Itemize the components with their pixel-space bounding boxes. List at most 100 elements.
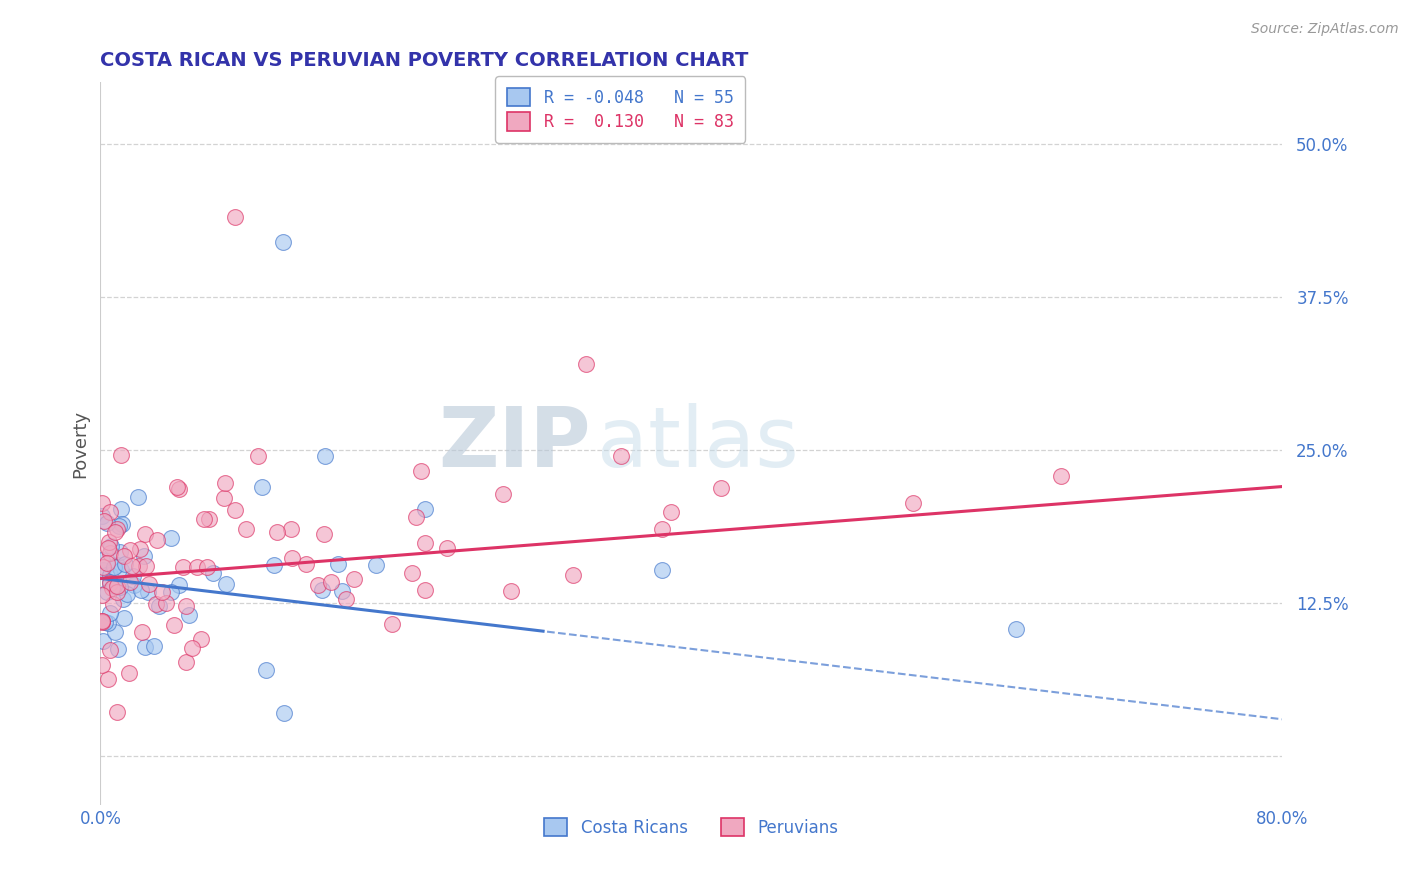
Point xyxy=(132,549,155,563)
Point xyxy=(312,526,335,541)
Point xyxy=(128,541,150,556)
Point xyxy=(100,539,122,553)
Point xyxy=(215,577,238,591)
Point xyxy=(314,449,336,463)
Point xyxy=(97,534,120,549)
Point xyxy=(117,586,139,600)
Point xyxy=(263,558,285,573)
Point xyxy=(1049,468,1071,483)
Point xyxy=(108,545,131,559)
Point xyxy=(710,481,733,495)
Point xyxy=(90,614,112,628)
Point xyxy=(110,502,132,516)
Point xyxy=(98,505,121,519)
Point xyxy=(120,543,142,558)
Point xyxy=(110,563,132,577)
Point xyxy=(122,568,145,582)
Point xyxy=(90,614,112,628)
Point xyxy=(91,553,114,567)
Point xyxy=(100,581,122,595)
Point xyxy=(90,509,112,524)
Point xyxy=(381,616,404,631)
Text: Source: ZipAtlas.com: Source: ZipAtlas.com xyxy=(1251,22,1399,37)
Point xyxy=(91,634,114,648)
Point xyxy=(186,560,208,574)
Point xyxy=(281,550,304,565)
Point xyxy=(103,559,125,574)
Point xyxy=(193,512,215,526)
Y-axis label: Poverty: Poverty xyxy=(72,409,89,478)
Point xyxy=(214,491,236,505)
Point xyxy=(91,560,114,574)
Legend: Costa Ricans, Peruvians: Costa Ricans, Peruvians xyxy=(537,812,845,844)
Point xyxy=(107,642,129,657)
Point xyxy=(174,599,197,614)
Point xyxy=(127,491,149,505)
Point xyxy=(150,585,173,599)
Point xyxy=(224,210,246,224)
Point xyxy=(90,615,112,630)
Point xyxy=(146,533,169,548)
Point xyxy=(134,640,156,654)
Point xyxy=(103,579,125,593)
Point xyxy=(280,522,302,536)
Point xyxy=(1005,622,1028,636)
Point xyxy=(405,510,427,524)
Point xyxy=(105,522,128,536)
Point xyxy=(105,585,128,599)
Point xyxy=(651,563,673,577)
Point xyxy=(103,624,125,639)
Point xyxy=(105,558,128,572)
Point xyxy=(97,672,120,686)
Point xyxy=(181,640,204,655)
Point xyxy=(307,577,329,591)
Point xyxy=(271,235,294,249)
Point xyxy=(96,516,118,531)
Point xyxy=(401,566,423,580)
Point xyxy=(111,517,134,532)
Point xyxy=(98,606,121,620)
Point xyxy=(415,501,437,516)
Point xyxy=(143,639,166,653)
Point xyxy=(169,578,191,592)
Point xyxy=(163,618,186,632)
Text: ZIP: ZIP xyxy=(439,403,591,484)
Point xyxy=(610,449,633,463)
Point xyxy=(250,479,273,493)
Point xyxy=(415,536,437,550)
Point xyxy=(166,479,188,493)
Point xyxy=(273,706,295,720)
Point xyxy=(112,549,135,563)
Point xyxy=(98,546,121,560)
Point xyxy=(118,574,141,589)
Point xyxy=(202,566,225,581)
Point xyxy=(562,568,585,582)
Text: atlas: atlas xyxy=(596,403,799,484)
Point xyxy=(134,526,156,541)
Point xyxy=(246,449,269,463)
Point xyxy=(112,591,135,606)
Point xyxy=(295,557,318,571)
Point xyxy=(110,580,132,594)
Point xyxy=(103,597,125,611)
Point xyxy=(108,519,131,533)
Point xyxy=(330,584,353,599)
Point xyxy=(145,597,167,611)
Point xyxy=(105,579,128,593)
Point xyxy=(415,582,437,597)
Point xyxy=(118,665,141,680)
Point xyxy=(93,514,115,528)
Point xyxy=(214,475,236,490)
Point xyxy=(100,575,122,590)
Point xyxy=(343,572,366,586)
Point xyxy=(575,357,598,371)
Point xyxy=(254,663,277,677)
Point xyxy=(335,592,357,607)
Point xyxy=(138,584,160,599)
Point xyxy=(135,558,157,573)
Point xyxy=(160,585,183,599)
Point xyxy=(492,487,515,501)
Point xyxy=(311,582,333,597)
Point xyxy=(121,558,143,573)
Point xyxy=(97,615,120,630)
